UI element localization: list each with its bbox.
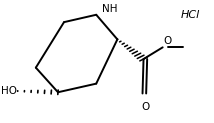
Text: HO: HO bbox=[1, 86, 17, 96]
Text: HCl: HCl bbox=[180, 10, 199, 20]
Text: NH: NH bbox=[102, 4, 118, 14]
Text: O: O bbox=[141, 102, 149, 112]
Text: O: O bbox=[164, 36, 172, 46]
